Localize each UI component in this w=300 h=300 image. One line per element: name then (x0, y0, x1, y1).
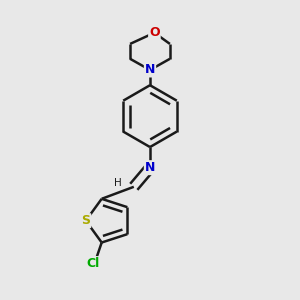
Text: H: H (114, 178, 122, 188)
Text: N: N (145, 161, 155, 174)
Text: N: N (145, 64, 155, 76)
Text: Cl: Cl (87, 257, 100, 270)
Text: O: O (149, 26, 160, 39)
Text: S: S (81, 214, 90, 227)
